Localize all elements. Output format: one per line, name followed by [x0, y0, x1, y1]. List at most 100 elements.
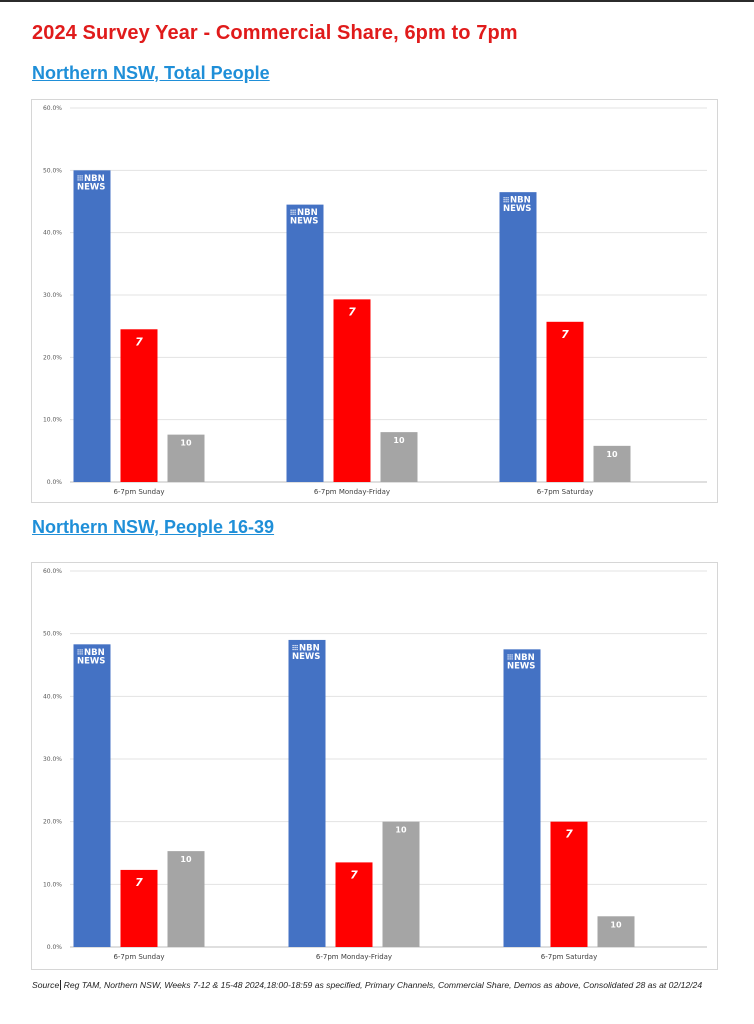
logo-dot	[294, 211, 296, 213]
logo-dot	[294, 209, 296, 211]
category-label: 6-7pm Saturday	[541, 953, 597, 961]
logo-dot	[503, 199, 505, 201]
logo-dot	[292, 211, 294, 213]
logo-dot	[503, 201, 505, 203]
logo-dot	[503, 197, 505, 199]
bar-group: 10	[380, 432, 418, 482]
bar-group: 7	[335, 862, 373, 947]
source-note: Source Reg TAM, Northern NSW, Weeks 7-12…	[32, 980, 732, 990]
logo-dot	[81, 653, 83, 655]
bar-ten	[597, 916, 635, 947]
logo-dot	[296, 648, 298, 651]
logo-dot	[294, 646, 296, 649]
logo-dot	[77, 177, 79, 179]
logo-dot	[505, 201, 507, 203]
chart-people-16-39-svg: 0.0%10.0%20.0%30.0%40.0%50.0%60.0%NBNNEW…	[43, 568, 707, 961]
logo-dot	[290, 213, 292, 215]
logo-dot	[507, 654, 509, 656]
logo-dot	[511, 656, 513, 658]
nbn-logo-text-line2: NEWS	[503, 204, 531, 214]
logo-dot	[292, 209, 294, 211]
bar-ten	[382, 821, 420, 947]
logo-dot	[79, 649, 81, 651]
y-tick-label: 20.0%	[43, 819, 62, 826]
logo-dot	[81, 649, 83, 651]
y-tick-label: 40.0%	[43, 693, 62, 700]
bar-group: 10	[382, 821, 420, 947]
logo-dot	[81, 179, 83, 181]
logo-dot	[294, 213, 296, 215]
logo-dot	[505, 199, 507, 201]
ten-logo: 10	[606, 450, 618, 459]
seven-logo: 7	[561, 328, 569, 341]
nbn-logo-text-line1: NBN	[510, 196, 531, 206]
logo-dot	[79, 651, 81, 653]
source-label: Source	[32, 980, 62, 990]
bar-group: 7	[550, 821, 588, 947]
logo-dot	[507, 201, 509, 203]
bar-nbn	[286, 204, 324, 482]
logo-dot	[292, 644, 294, 647]
logo-dot	[296, 646, 298, 649]
top-border	[0, 0, 754, 2]
logo-dot	[294, 644, 296, 647]
bar-ten	[380, 432, 418, 482]
logo-dot	[79, 179, 81, 181]
logo-dot	[505, 197, 507, 199]
y-tick-label: 50.0%	[43, 167, 62, 174]
y-tick-label: 10.0%	[43, 881, 62, 888]
y-tick-label: 60.0%	[43, 568, 62, 575]
logo-dot	[290, 211, 292, 213]
logo-dot	[290, 209, 292, 211]
nbn-logo-text-line2: NEWS	[77, 182, 105, 192]
section-heading-total-people[interactable]: Northern NSW, Total People	[32, 63, 270, 83]
bar-seven	[550, 821, 588, 947]
seven-logo: 7	[135, 335, 143, 348]
y-tick-label: 30.0%	[43, 756, 62, 763]
logo-dot	[292, 646, 294, 649]
bar-ten	[167, 434, 205, 482]
chart-total-people-svg: 0.0%10.0%20.0%30.0%40.0%50.0%60.0%NBNNEW…	[43, 105, 707, 496]
bar-group: 10	[593, 445, 631, 482]
bar-group: 7	[546, 321, 584, 482]
nbn-logo-text-line2: NEWS	[77, 656, 105, 666]
logo-dot	[507, 199, 509, 201]
nbn-logo-text-line1: NBN	[297, 208, 318, 218]
nbn-logo-text-line1: NBN	[84, 648, 105, 658]
logo-dot	[511, 658, 513, 660]
seven-logo: 7	[348, 305, 356, 318]
logo-dot	[511, 654, 513, 656]
section-heading-people-16-39[interactable]: Northern NSW, People 16-39	[32, 517, 275, 537]
nbn-logo-text-line1: NBN	[84, 174, 105, 184]
logo-dot	[79, 653, 81, 655]
logo-dot	[509, 656, 511, 658]
logo-dot	[77, 179, 79, 181]
logo-dot	[507, 197, 509, 199]
nbn-logo-text-line1: NBN	[299, 643, 320, 653]
nbn-logo-text-line1: NBN	[514, 653, 535, 663]
bar-nbn	[73, 170, 111, 482]
bar-group: 10	[597, 916, 635, 947]
category-label: 6-7pm Monday-Friday	[314, 488, 390, 496]
bar-group: 10	[167, 851, 205, 947]
bar-seven	[120, 869, 158, 947]
logo-dot	[79, 175, 81, 177]
y-tick-label: 60.0%	[43, 105, 62, 112]
y-tick-label: 30.0%	[43, 292, 62, 299]
bar-nbn	[503, 649, 541, 947]
logo-dot	[77, 175, 79, 177]
nbn-logo-text-line2: NEWS	[290, 217, 318, 227]
bar-group: 10	[167, 434, 205, 482]
bar-seven	[546, 321, 584, 482]
logo-dot	[507, 658, 509, 660]
logo-dot	[81, 175, 83, 177]
logo-dot	[294, 648, 296, 651]
logo-dot	[296, 644, 298, 647]
